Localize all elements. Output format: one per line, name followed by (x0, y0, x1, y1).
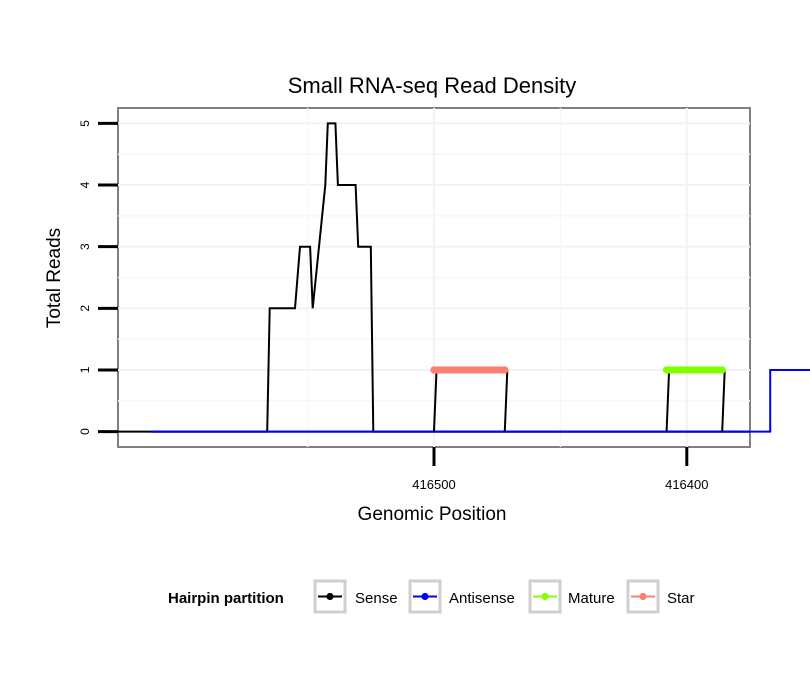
legend-label-star: Star (667, 590, 695, 607)
y-tick-label-1: 1 (78, 366, 92, 373)
sense-edge-line (665, 369, 671, 432)
x-tick-label-416400: 416400 (665, 477, 708, 492)
x-axis-title: Genomic Position (358, 504, 507, 525)
y-tick-label-5: 5 (78, 120, 92, 127)
x-tick-label-416500: 416500 (412, 477, 455, 492)
y-axis: 0 1 2 3 4 5 (78, 120, 118, 435)
legend-label-antisense: Antisense (449, 590, 515, 607)
legend-point-sense (326, 592, 334, 601)
legend-point-star (639, 592, 647, 601)
legend-point-mature (541, 592, 549, 601)
sense-edge-line (721, 369, 726, 432)
y-axis-title: Total Reads (44, 228, 65, 328)
series-lines (118, 122, 810, 433)
y-tick-label-2: 2 (78, 305, 92, 312)
legend-label-sense: Sense (355, 590, 398, 607)
series-point-mature (718, 366, 726, 374)
sense-edge-line (433, 369, 438, 432)
series-markers (430, 366, 726, 374)
legend: Hairpin partition Sense Antisense Mature St… (168, 579, 695, 614)
x-axis: 416500 416400 (412, 447, 708, 492)
legend-title: Hairpin partition (168, 590, 284, 607)
chart-title: Small RNA-seq Read Density (288, 73, 577, 98)
legend-point-antisense (421, 592, 429, 601)
y-tick-label-3: 3 (78, 243, 92, 250)
legend-label-mature: Mature (568, 590, 615, 607)
y-tick-label-4: 4 (78, 181, 92, 188)
sense-edge-line (503, 369, 509, 432)
series-point-star (501, 366, 509, 374)
y-tick-label-0: 0 (78, 428, 92, 435)
